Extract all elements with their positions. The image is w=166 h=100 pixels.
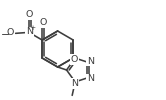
Text: N: N: [26, 27, 33, 36]
Text: O: O: [7, 28, 14, 37]
Text: O: O: [40, 18, 47, 27]
Text: N: N: [71, 79, 78, 88]
Text: N: N: [87, 57, 94, 66]
Text: O: O: [70, 55, 78, 64]
Text: −: −: [1, 30, 10, 40]
Text: +: +: [30, 25, 36, 31]
Text: O: O: [25, 10, 33, 19]
Text: N: N: [87, 74, 94, 83]
